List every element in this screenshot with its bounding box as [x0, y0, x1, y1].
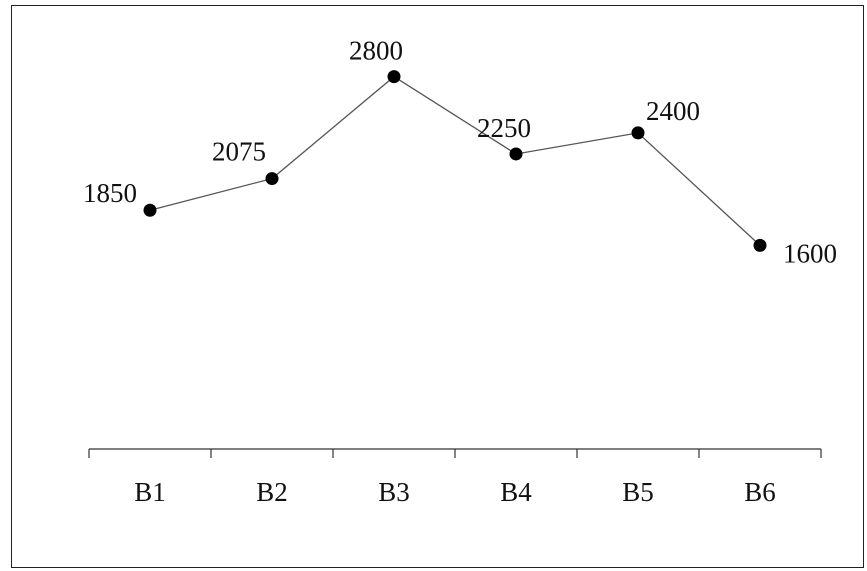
data-label: 1850: [83, 178, 137, 208]
data-label: 2400: [646, 96, 700, 126]
data-point: [509, 147, 523, 161]
data-point: [265, 172, 279, 186]
data-label: 2800: [349, 36, 403, 66]
series-line: [149, 75, 761, 246]
x-tick-label: B1: [134, 477, 166, 507]
data-point: [387, 70, 401, 84]
x-tick-label: B6: [744, 477, 776, 507]
data-markers: [143, 70, 767, 252]
x-tick-label: B5: [622, 477, 654, 507]
data-label: 2075: [212, 137, 266, 167]
series-polyline: [149, 75, 761, 246]
x-tick-label: B3: [378, 477, 410, 507]
x-tick-label: B2: [256, 477, 288, 507]
data-label: 1600: [783, 238, 837, 268]
data-labels: 1850 2075 2800 2250 2400 1600: [83, 36, 837, 269]
data-point: [753, 238, 767, 252]
x-tick-label: B4: [500, 477, 532, 507]
x-axis: [88, 448, 822, 458]
data-point: [143, 203, 157, 217]
data-label: 2250: [477, 113, 531, 143]
data-point: [631, 126, 645, 140]
x-tick-labels: B1 B2 B3 B4 B5 B6: [134, 477, 776, 507]
chart-frame: [11, 5, 864, 568]
